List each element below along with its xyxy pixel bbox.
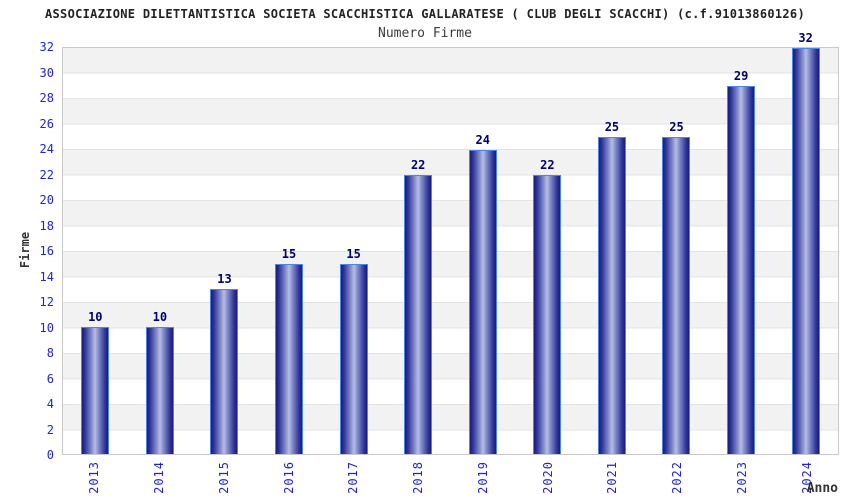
x-tick-2022: 2022 [670, 461, 685, 494]
y-tick-0: 0 [46, 448, 54, 462]
y-tick-32: 32 [39, 40, 54, 54]
bar-slot-2020: 22 [515, 48, 580, 454]
x-tick-slot-2023: 2023 [710, 461, 775, 494]
y-tick-30: 30 [39, 65, 54, 80]
x-tick-slot-2021: 2021 [580, 461, 645, 494]
bar-2023 [727, 86, 756, 454]
plot-area: 10 10 13 15 15 22 24 22 25 25 29 32 [62, 31, 839, 455]
y-tick-18: 18 [39, 218, 54, 233]
y-tick-6: 6 [46, 371, 54, 386]
bar-slot-2018: 22 [386, 48, 451, 454]
x-tick-2017: 2017 [346, 461, 361, 494]
x-tick-slot-2020: 2020 [515, 461, 580, 494]
x-tick-2013: 2013 [87, 461, 102, 494]
y-tick-16: 16 [39, 244, 54, 258]
bars-container: 10 10 13 15 15 22 24 22 25 25 29 32 [63, 31, 838, 454]
x-tick-2014: 2014 [152, 461, 167, 494]
bar-2024 [791, 48, 820, 454]
chart-title: ASSOCIAZIONE DILETTANTISTICA SOCIETA SCA… [45, 7, 805, 21]
bar-slot-2015: 13 [192, 48, 257, 454]
bar-2018 [404, 174, 433, 454]
bar-slot-2024: 32 [773, 31, 838, 454]
x-axis-title: Anno [806, 481, 838, 496]
y-tick-24: 24 [39, 142, 54, 156]
x-tick-slot-2015: 2015 [192, 461, 257, 494]
bar-value-label-2023: 29 [733, 69, 749, 84]
bar-value-label-2013: 10 [88, 310, 103, 325]
bar-slot-2019: 24 [450, 48, 515, 454]
bar-slot-2016: 15 [257, 48, 322, 454]
bar-2021 [597, 136, 626, 454]
y-tick-26: 26 [39, 116, 54, 131]
bar-value-label-2017: 15 [346, 246, 361, 261]
x-tick-2018: 2018 [411, 461, 426, 494]
y-tick-22: 22 [39, 167, 54, 182]
bar-2014 [145, 327, 174, 454]
x-tick-2023: 2023 [734, 461, 749, 494]
x-tick-slot-2017: 2017 [321, 461, 386, 494]
y-tick-8: 8 [46, 346, 54, 360]
y-tick-10: 10 [39, 320, 54, 335]
bar-value-label-2016: 15 [281, 246, 297, 261]
bar-value-label-2022: 25 [669, 119, 684, 134]
bar-value-label-2018: 22 [410, 157, 426, 172]
bar-2013 [81, 327, 110, 454]
bar-value-label-2014: 10 [152, 310, 168, 325]
y-tick-28: 28 [39, 91, 54, 105]
x-tick-slot-2019: 2019 [451, 461, 516, 494]
bar-slot-2017: 15 [321, 48, 386, 454]
x-tick-slot-2016: 2016 [256, 461, 321, 494]
bar-2017 [339, 263, 368, 454]
x-tick-slot-2018: 2018 [386, 461, 451, 494]
y-tick-12: 12 [39, 295, 54, 309]
bar-slot-2014: 10 [128, 48, 193, 454]
bar-slot-2021: 25 [580, 48, 645, 454]
x-tick-2016: 2016 [281, 461, 296, 494]
bar-2015 [210, 289, 239, 454]
bar-value-label-2024: 32 [798, 31, 813, 45]
bar-value-label-2019: 24 [475, 132, 490, 147]
x-tick-2019: 2019 [475, 461, 490, 494]
bar-slot-2022: 25 [644, 48, 709, 454]
bar-2022 [662, 136, 691, 454]
bar-2020 [533, 174, 562, 454]
bar-value-label-2021: 25 [604, 119, 620, 134]
bar-slot-2023: 29 [709, 48, 774, 454]
y-tick-4: 4 [46, 397, 54, 411]
bar-slot-2013: 10 [63, 48, 128, 454]
bar-2019 [468, 149, 497, 454]
x-tick-slot-2013: 2013 [62, 461, 127, 494]
x-tick-2021: 2021 [605, 461, 620, 494]
bar-value-label-2015: 13 [217, 272, 232, 287]
bar-2016 [275, 263, 304, 454]
chart-subtitle: Numero Firme [378, 26, 472, 41]
y-axis-tick-labels: 0 2 4 6 8 10 12 14 16 18 20 22 24 26 28 30 32 [0, 40, 54, 462]
x-tick-slot-2022: 2022 [645, 461, 710, 494]
x-tick-2015: 2015 [216, 461, 231, 494]
y-tick-14: 14 [39, 269, 54, 284]
x-axis-tick-labels: 2013 2014 2015 2016 2017 2018 2019 2020 2021 2022… [62, 461, 839, 500]
y-tick-2: 2 [46, 422, 54, 437]
x-tick-2020: 2020 [540, 461, 555, 494]
x-tick-slot-2014: 2014 [127, 461, 192, 494]
bar-value-label-2020: 22 [540, 157, 555, 172]
y-tick-20: 20 [39, 193, 54, 207]
